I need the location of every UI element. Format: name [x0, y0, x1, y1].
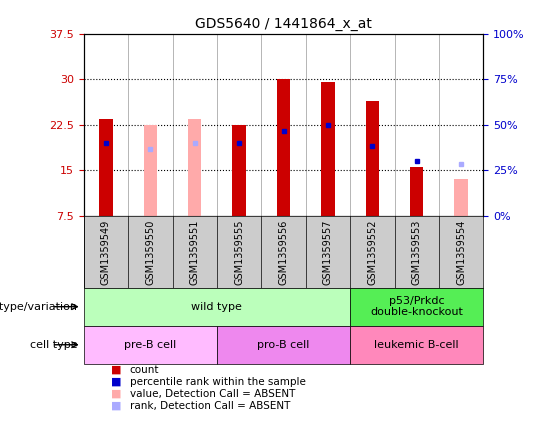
- Text: GSM1359552: GSM1359552: [367, 220, 377, 285]
- Title: GDS5640 / 1441864_x_at: GDS5640 / 1441864_x_at: [195, 17, 372, 31]
- Bar: [366, 101, 379, 216]
- Bar: [144, 125, 157, 216]
- Text: genotype/variation: genotype/variation: [0, 302, 78, 312]
- Text: ■: ■: [111, 365, 121, 375]
- Text: ■: ■: [111, 377, 121, 387]
- Bar: [350, 288, 483, 326]
- Text: rank, Detection Call = ABSENT: rank, Detection Call = ABSENT: [130, 401, 290, 411]
- Bar: [217, 326, 350, 364]
- Bar: [321, 82, 335, 216]
- Bar: [188, 119, 201, 216]
- Text: ■: ■: [111, 401, 121, 411]
- Bar: [84, 326, 217, 364]
- Text: GSM1359555: GSM1359555: [234, 220, 244, 285]
- Bar: [410, 167, 423, 216]
- Text: pro-B cell: pro-B cell: [258, 340, 309, 350]
- Text: value, Detection Call = ABSENT: value, Detection Call = ABSENT: [130, 389, 295, 399]
- Bar: [350, 326, 483, 364]
- Text: ■: ■: [111, 389, 121, 399]
- Bar: [277, 80, 290, 216]
- Text: pre-B cell: pre-B cell: [124, 340, 177, 350]
- Text: percentile rank within the sample: percentile rank within the sample: [130, 377, 306, 387]
- Bar: [99, 119, 112, 216]
- Text: p53/Prkdc
double-knockout: p53/Prkdc double-knockout: [370, 296, 463, 318]
- Text: GSM1359550: GSM1359550: [145, 220, 156, 285]
- Text: leukemic B-cell: leukemic B-cell: [374, 340, 459, 350]
- Text: GSM1359554: GSM1359554: [456, 220, 466, 285]
- Bar: [84, 288, 350, 326]
- Text: GSM1359551: GSM1359551: [190, 220, 200, 285]
- Text: GSM1359557: GSM1359557: [323, 220, 333, 285]
- Text: cell type: cell type: [30, 340, 78, 350]
- Text: GSM1359549: GSM1359549: [101, 220, 111, 285]
- Bar: [232, 125, 246, 216]
- Text: GSM1359553: GSM1359553: [411, 220, 422, 285]
- Bar: [455, 179, 468, 216]
- Text: wild type: wild type: [192, 302, 242, 312]
- Text: GSM1359556: GSM1359556: [279, 220, 288, 285]
- Text: count: count: [130, 365, 159, 375]
